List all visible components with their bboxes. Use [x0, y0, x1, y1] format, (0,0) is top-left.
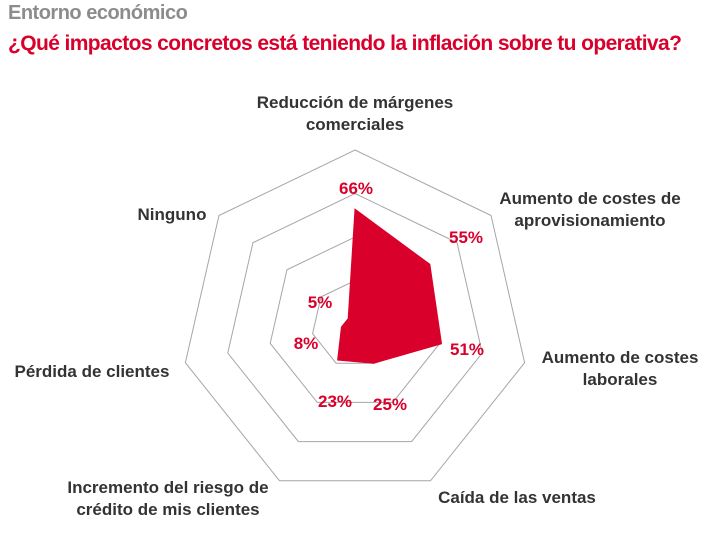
grid-ring-3	[227, 192, 483, 443]
value-label: 55%	[449, 228, 483, 247]
axis-label: Caída de las ventas	[438, 488, 596, 507]
value-label: 5%	[308, 293, 333, 312]
series-area	[337, 208, 443, 364]
value-label: 51%	[450, 340, 484, 359]
axis-label: Aumento de costes laborales	[542, 348, 699, 389]
axis-label: Reducción de márgenes comerciales	[257, 93, 454, 134]
value-labels: 66% 55% 51% 25% 23% 8% 5%	[294, 179, 484, 414]
axis-label: Aumento de costes de aprovisionamiento	[499, 189, 680, 230]
axis-label: Incremento del riesgo de crédito de mis c…	[67, 478, 268, 519]
axis-label: Ninguno	[138, 205, 207, 224]
value-label: 23%	[318, 392, 352, 411]
chart-title: ¿Qué impactos concretos está teniendo la…	[8, 32, 682, 55]
axis-label: Pérdida de clientes	[15, 362, 170, 381]
section-subtitle: Entorno económico	[8, 2, 188, 24]
value-label: 25%	[373, 395, 407, 414]
value-label: 66%	[339, 179, 373, 198]
axis-labels: Reducción de márgenes comerciales Aumento …	[15, 93, 699, 519]
value-label: 8%	[294, 334, 319, 353]
radar-series	[337, 208, 443, 364]
grid-ring-4	[184, 149, 526, 482]
